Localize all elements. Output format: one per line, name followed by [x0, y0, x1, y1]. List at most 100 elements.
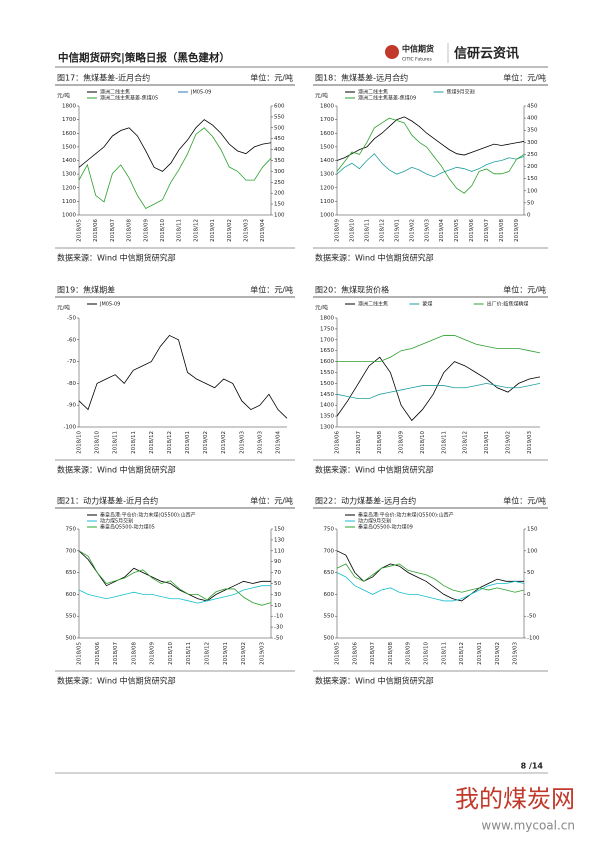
x-tick-label: 2019/01 — [210, 219, 216, 242]
y-tick-label: 1800 — [320, 104, 334, 110]
y2-tick-label: 110 — [274, 548, 285, 554]
x-tick-label: 2019/03 — [257, 431, 263, 454]
y-axis-label: 元/吨 — [315, 304, 328, 312]
x-tick-label: 2018/09 — [406, 642, 412, 665]
y-tick-label: 1750 — [320, 326, 334, 332]
y-axis-label: 元/吨 — [315, 92, 328, 100]
y-tick-label: 1600 — [62, 131, 76, 137]
series-line — [336, 550, 524, 602]
x-tick-label: 2018/11 — [177, 219, 183, 242]
y-tick-label: 1500 — [62, 144, 76, 150]
y-tick-label: 1550 — [320, 370, 334, 376]
chart-unit: 单位：元/吨 — [503, 285, 546, 295]
y2-tick-label: 100 — [527, 548, 538, 554]
x-tick-label: 2018/06 — [93, 219, 99, 242]
series-line — [78, 127, 272, 209]
x-tick-label: 2018/10 — [349, 219, 355, 242]
chart-unit: 单位：元/吨 — [250, 73, 293, 83]
y-tick-label: -70 — [67, 359, 76, 365]
y2-tick-label: 50 — [274, 581, 281, 587]
y2-tick-label: 100 — [527, 188, 538, 194]
y2-tick-label: 500 — [274, 125, 285, 131]
y2-tick-label: 30 — [274, 592, 281, 598]
y2-tick-label: 150 — [274, 527, 285, 533]
y2-tick-label: -50 — [274, 636, 283, 642]
series-line — [336, 356, 541, 422]
x-tick-label: 2018/11 — [131, 431, 137, 454]
y-tick-label: 550 — [66, 614, 77, 620]
x-tick-label: 2018/12 — [459, 642, 465, 665]
y-tick-label: 1300 — [320, 172, 334, 178]
y-tick-label: 1000 — [62, 213, 76, 219]
y-tick-label: 1400 — [320, 158, 334, 164]
x-tick-label: 2018/09 — [335, 219, 341, 242]
x-tick-label: 2019/03 — [239, 431, 245, 454]
legend-label: 动力煤5月交割 — [100, 518, 133, 525]
x-tick-label: 2018/07 — [356, 431, 362, 454]
x-tick-label: 2018/10 — [168, 642, 174, 665]
y2-tick-label: 0 — [527, 592, 531, 598]
x-tick-label: 2019/04 — [260, 219, 266, 242]
y-tick-label: 1000 — [320, 213, 334, 219]
y2-tick-label: 150 — [527, 176, 538, 182]
y2-tick-label: 0 — [527, 213, 531, 219]
x-tick-label: 2018/06 — [335, 431, 341, 454]
y2-tick-label: 300 — [274, 169, 285, 175]
chart-title: 图21：动力煤基差-近月合约 — [57, 496, 158, 506]
chart-title: 图17：焦煤基差-近月合约 — [57, 73, 150, 83]
x-tick-label: 2018/06 — [95, 642, 101, 665]
x-tick-label: 2019/01 — [185, 431, 191, 454]
legend-label: 秦皇岛港:平仓价:动力末煤(Q5500):山西产 — [358, 512, 454, 519]
series-line — [78, 550, 271, 602]
y2-tick-label: -50 — [527, 614, 536, 620]
legend-label: 澳洲二线主焦 — [358, 89, 388, 96]
y-tick-label: 1500 — [320, 144, 334, 150]
series-line — [336, 382, 541, 400]
y-tick-label: 500 — [324, 636, 335, 642]
x-tick-label: 2018/12 — [379, 219, 385, 242]
y2-tick-label: 90 — [274, 559, 281, 565]
x-tick-label: 2019/04 — [439, 219, 445, 242]
y-tick-label: 1800 — [320, 316, 334, 322]
watermark-url: www.mycoal.cn — [481, 819, 575, 833]
y2-tick-label: -30 — [274, 625, 283, 631]
legend-label: 秦皇岛Q5500-动力煤05 — [100, 524, 155, 531]
y2-tick-label: 100 — [274, 213, 285, 219]
y-tick-label: 1200 — [62, 185, 76, 191]
y-tick-label: 1700 — [62, 117, 76, 123]
y-tick-label: 1350 — [320, 414, 334, 420]
series-line — [337, 335, 541, 362]
x-tick-label: 2019/01 — [223, 642, 229, 665]
x-tick-label: 2018/11 — [113, 431, 119, 454]
y-tick-label: 750 — [324, 527, 335, 533]
x-tick-label: 2018/08 — [388, 642, 394, 665]
chart-source: 数据来源：Wind 中信期货研究部 — [315, 676, 434, 686]
series-line — [336, 116, 525, 161]
x-tick-label: 2019/06 — [469, 219, 475, 242]
y-tick-label: 1600 — [320, 131, 334, 137]
x-tick-label: 2019/03 — [259, 642, 265, 665]
y-tick-label: 500 — [66, 636, 77, 642]
y-tick-label: 600 — [324, 592, 335, 598]
x-tick-label: 2019/03 — [513, 642, 519, 665]
x-tick-label: 2018/09 — [150, 642, 156, 665]
x-tick-label: 2018/08 — [131, 642, 137, 665]
legend-label: 秦皇岛港:平仓价:动力末煤(Q5500):山西产 — [100, 512, 196, 519]
y2-tick-label: 400 — [274, 147, 285, 153]
x-tick-label: 2019/02 — [221, 431, 227, 454]
y-tick-label: 1200 — [320, 185, 334, 191]
x-tick-label: 2018/12 — [205, 642, 211, 665]
x-tick-label: 2018/09 — [399, 431, 405, 454]
x-tick-label: 2019/02 — [203, 431, 209, 454]
x-tick-label: 2018/12 — [463, 431, 469, 454]
legend-label: 动力煤9月交割 — [358, 518, 391, 525]
chart-unit: 单位：元/吨 — [503, 496, 546, 506]
y2-tick-label: 10 — [274, 603, 281, 609]
x-tick-label: 2018/10 — [95, 431, 101, 454]
x-tick-label: 2018/12 — [149, 431, 155, 454]
series-line — [336, 117, 525, 194]
y-tick-label: 1400 — [320, 403, 334, 409]
x-tick-label: 2019/02 — [409, 219, 415, 242]
x-tick-label: 2019/02 — [505, 431, 511, 454]
y2-tick-label: 200 — [274, 191, 285, 197]
